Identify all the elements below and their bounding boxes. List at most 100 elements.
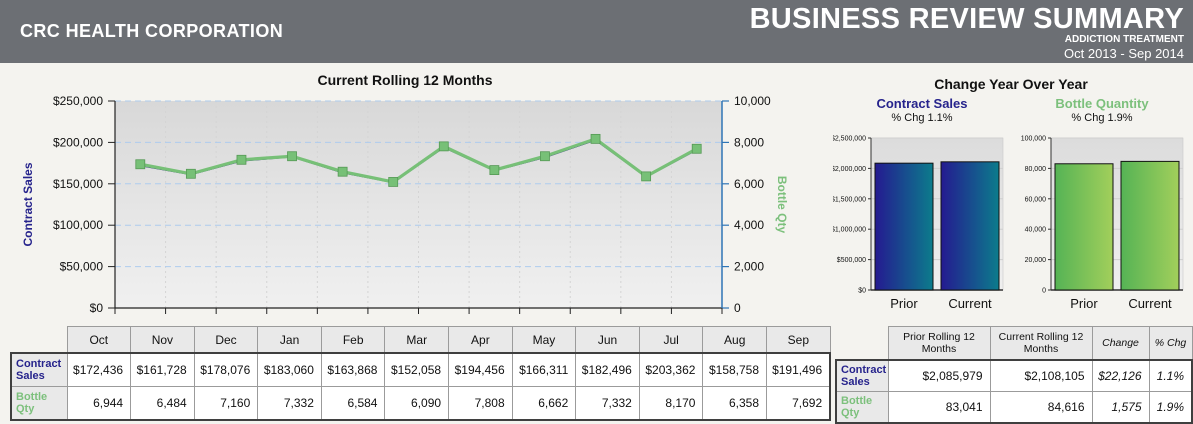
table-cell: 1.9% [1148, 391, 1193, 424]
table-cell: 6,358 [702, 386, 768, 421]
y-axis-tick-label: 60,000 [1025, 196, 1047, 203]
bar-prior [1054, 163, 1114, 291]
column-header: Change [1091, 326, 1150, 361]
line-chart-title: Current Rolling 12 Months [317, 72, 493, 88]
line-chart-section: Current Rolling 12 Months $0 0 $50,000 2,00… [10, 72, 800, 325]
table-cell: 1.1% [1148, 359, 1193, 392]
bar-current [1120, 160, 1180, 291]
contract-sales-bar-chart: $0 $500,000 $1,000,000 $1,500,000 $2,000,000… [831, 136, 1004, 311]
row-label: Bottle Qty [10, 386, 68, 421]
company-name: CRC HEALTH CORPORATION [20, 21, 284, 41]
table-cell: $152,058 [384, 352, 450, 387]
contract-sales-bar-title: Contract Sales [876, 96, 968, 111]
right-axis-tick-label: 2,000 [734, 260, 764, 274]
corner-cell [836, 327, 888, 361]
table-header-row: Oct Nov Dec Jan Feb Mar Apr May Jun Jul Aug Sep [11, 326, 831, 354]
bottle-qty-marker [540, 151, 550, 162]
bottle-qty-marker [590, 133, 601, 144]
y-axis-tick-label: 40,000 [1025, 227, 1047, 234]
table-cell: 7,160 [193, 386, 259, 421]
table-cell: 1,575 [1091, 391, 1150, 424]
yoy-title: Change Year Over Year [934, 76, 1088, 92]
table-cell: 7,692 [766, 386, 831, 421]
column-header: Dec [193, 326, 259, 354]
y-axis-tick-label: $1,500,000 [833, 196, 866, 203]
category-label: Current [948, 296, 992, 311]
left-axis-tick-label: $50,000 [60, 260, 104, 274]
corner-cell [11, 327, 67, 354]
table-cell: $163,868 [320, 352, 386, 387]
table-cell: 8,170 [638, 386, 704, 421]
bottle-qty-marker [185, 168, 196, 179]
column-header: Jan [257, 326, 322, 354]
category-label: Prior [1070, 296, 1098, 311]
y-axis-tick-label: 20,000 [1025, 257, 1047, 264]
column-header: Feb [320, 326, 386, 354]
left-axis-tick-label: $0 [90, 301, 104, 315]
right-axis-tick-label: 4,000 [734, 218, 764, 232]
column-header: Nov [130, 326, 195, 354]
right-axis-tick-label: 6,000 [734, 177, 764, 191]
y-axis-tick-label: $0 [858, 288, 866, 295]
right-axis-tick-label: 10,000 [734, 94, 771, 108]
table-cell: $178,076 [193, 352, 259, 387]
bar-prior [874, 162, 934, 291]
line-chart: $0 0 $50,000 2,000 $100,000 4,000 $150,000 6,00… [21, 94, 789, 315]
left-axis-tick-label: $150,000 [53, 177, 103, 191]
category-label: Prior [890, 296, 918, 311]
table-cell: 6,944 [66, 386, 132, 421]
y-axis-tick-label: 80,000 [1025, 166, 1047, 173]
table-cell: 7,332 [257, 386, 322, 421]
y-axis-tick-label: $2,000,000 [833, 166, 866, 173]
bottle-qty-bar-title: Bottle Quantity [1055, 96, 1149, 111]
table-cell: 84,616 [989, 391, 1093, 424]
bottle-qty-marker [691, 143, 702, 154]
header-bar: CRC HEALTH CORPORATION BUSINESS REVIEW S… [0, 0, 1193, 63]
table-cell: $182,496 [575, 352, 640, 387]
y-axis-tick-label: $500,000 [837, 257, 866, 264]
column-header: Apr [448, 326, 513, 354]
table-cell: $166,311 [511, 352, 577, 387]
table-header-row: Prior Rolling 12 Months Current Rolling 1… [836, 326, 1193, 361]
bottle-qty-marker [489, 165, 500, 175]
table-cell: $194,456 [448, 352, 513, 387]
column-header: % Chg [1148, 326, 1193, 361]
report-subtitle: ADDICTION TREATMENT [1064, 34, 1184, 45]
column-header: Oct [66, 326, 132, 354]
column-header: Mar [384, 326, 450, 354]
report-header-block: BUSINESS REVIEW SUMMARY ADDICTION TREATM… [750, 4, 1184, 61]
bottle-qty-line [139, 137, 698, 184]
right-axis-title: Bottle Qty [775, 176, 789, 234]
table-row: Bottle Qty 6,944 6,484 7,160 7,332 6,584 6,090… [10, 386, 831, 421]
report-title: BUSINESS REVIEW SUMMARY [749, 3, 1184, 35]
left-axis-tick-label: $100,000 [53, 218, 103, 232]
column-header: May [511, 326, 577, 354]
row-label: Contract Sales [10, 352, 68, 387]
bottle-qty-marker [337, 166, 348, 177]
left-axis-tick-label: $200,000 [53, 135, 103, 149]
bottle-qty-marker [388, 177, 399, 187]
column-header: Prior Rolling 12 Months [887, 326, 991, 361]
table-cell: $183,060 [257, 352, 322, 387]
y-axis-tick-label: 0 [1042, 288, 1046, 295]
table-row: Contract Sales $172,436 $161,728 $178,076 $1… [10, 352, 831, 387]
table-cell: $2,108,105 [989, 359, 1093, 392]
category-label: Current [1128, 296, 1172, 311]
table-cell: $158,758 [702, 352, 768, 387]
report-period: Oct 2013 - Sep 2014 [1064, 46, 1184, 61]
table-cell: $172,436 [66, 352, 132, 387]
table-cell: 7,332 [575, 386, 640, 421]
column-header: Jul [638, 326, 704, 354]
table-cell: $161,728 [130, 352, 195, 387]
bottle-qty-bar-section: Bottle Quantity % Chg 1.9% 0 20,000 40,000… [1013, 96, 1191, 325]
row-label: Contract Sales [835, 359, 889, 392]
rolling-summary-table: Prior Rolling 12 Months Current Rolling 1… [835, 326, 1193, 424]
right-axis-tick-label: 8,000 [734, 135, 764, 149]
bottle-qty-marker [438, 141, 449, 152]
table-row: Contract Sales $2,085,979 $2,108,105 $22,12… [835, 359, 1193, 392]
row-label: Bottle Qty [835, 391, 889, 424]
bottle-qty-marker [236, 154, 247, 165]
table-cell: 6,484 [130, 386, 195, 421]
y-axis-tick-label: $2,500,000 [833, 136, 866, 143]
bottle-qty-marker [287, 151, 297, 162]
